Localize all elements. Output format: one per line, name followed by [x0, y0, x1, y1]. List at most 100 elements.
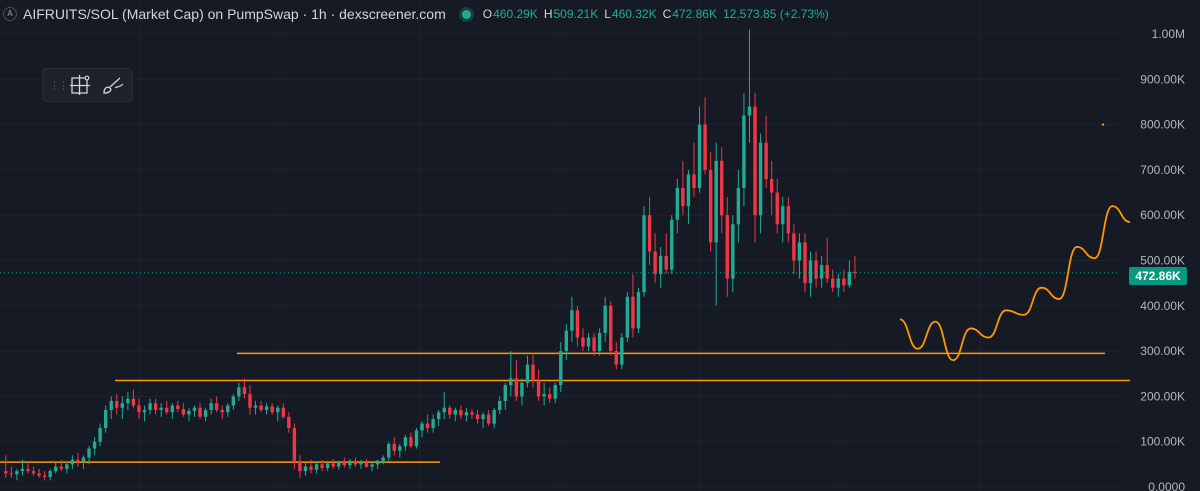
price-axis-label: 900.00K: [1140, 72, 1185, 86]
candle-body: [742, 115, 746, 189]
candle-body: [464, 412, 469, 416]
candle-body: [498, 400, 502, 410]
candle-body: [264, 406, 269, 410]
candle-body: [159, 407, 163, 410]
candle-body: [303, 466, 308, 472]
candle-body: [253, 405, 258, 408]
crosshair-frame-icon[interactable]: [66, 71, 94, 99]
candle-body: [92, 441, 97, 449]
price-axis[interactable]: 1.00M 900.00K 800.00K 700.00K 600.00K 500.00K…: [1140, 27, 1185, 491]
candle-body: [792, 233, 796, 261]
candle-body: [736, 188, 741, 225]
candle-body: [131, 398, 136, 406]
candle-body: [76, 459, 80, 463]
candle-body: [81, 457, 86, 463]
candle-body: [198, 407, 202, 417]
candle-body: [570, 310, 574, 331]
candle-body: [670, 219, 674, 270]
candle-body: [747, 106, 752, 116]
price-axis-label: 700.00K: [1140, 163, 1185, 177]
price-axis-label: 600.00K: [1140, 208, 1185, 222]
candle-body: [170, 405, 174, 413]
candle-body: [842, 278, 846, 286]
candle-body: [165, 407, 169, 413]
candle-body: [459, 409, 463, 416]
candle-body: [392, 443, 396, 451]
candle-body: [276, 407, 280, 413]
candle-body: [242, 387, 247, 395]
price-axis-label: 300.00K: [1140, 344, 1185, 358]
candle-body: [825, 265, 829, 279]
candle-body: [298, 462, 302, 472]
candle-body: [564, 330, 569, 352]
candle-body: [26, 468, 30, 472]
drawing-toolbar: ⋮⋮: [42, 68, 133, 102]
candle-body: [353, 460, 358, 465]
candle-body: [176, 405, 180, 410]
forecast-path[interactable]: [899, 205, 1131, 362]
candle-body: [781, 206, 785, 225]
candle-body: [592, 337, 596, 352]
candle-body: [436, 412, 441, 420]
candle-body: [364, 462, 369, 467]
candle-body: [126, 398, 130, 404]
candle-body: [37, 473, 41, 476]
candle-body: [703, 124, 707, 170]
candle-body: [603, 305, 607, 333]
price-axis-label: 200.00K: [1140, 389, 1185, 403]
candle-body: [708, 169, 713, 243]
candle-body: [642, 215, 646, 293]
chart-title[interactable]: AIFRUITS/SOL (Market Cap) on PumpSwap · …: [23, 6, 446, 22]
candle-body: [697, 124, 702, 189]
candle-body: [59, 466, 63, 469]
candle-body: [187, 410, 191, 415]
chart-grid: [0, 0, 1120, 491]
candle-body: [553, 385, 557, 399]
forecast-layer: [899, 123, 1131, 362]
candle-body: [503, 385, 507, 401]
candle-body: [287, 416, 291, 429]
candle-body: [609, 305, 613, 352]
candle-body: [48, 471, 52, 478]
candle-body: [414, 430, 419, 447]
candle-body: [70, 459, 75, 465]
candle-body: [686, 174, 691, 207]
candle-body: [847, 271, 852, 286]
candle-body: [803, 242, 807, 284]
candle-body: [292, 428, 297, 463]
annotation-dot: [1101, 123, 1105, 126]
grip-icon[interactable]: ⋮⋮: [49, 79, 69, 92]
candle-body: [664, 255, 668, 270]
candle-body: [359, 462, 363, 465]
candle-body: [431, 419, 435, 429]
candle-body: [120, 403, 125, 408]
candle-body: [98, 428, 102, 442]
chart-header: A AIFRUITS/SOL (Market Cap) on PumpSwap …: [0, 0, 1120, 28]
price-axis-label: 1.00M: [1152, 27, 1185, 41]
candle-body: [658, 255, 663, 275]
candle-body: [470, 412, 474, 415]
candle-body: [814, 260, 818, 279]
candle-body: [769, 178, 774, 193]
candle-body: [475, 414, 480, 420]
live-status-icon: [461, 9, 471, 19]
candle-body: [181, 409, 186, 415]
candle-body: [808, 260, 813, 284]
candle-body: [214, 403, 219, 410]
candle-body: [420, 423, 424, 431]
candle-body: [370, 464, 374, 467]
candle-body: [448, 407, 452, 415]
candle-body: [342, 462, 347, 466]
candle-body: [481, 414, 485, 420]
candle-body: [597, 332, 602, 352]
price-axis-label: 800.00K: [1140, 118, 1185, 132]
candle-body: [325, 463, 330, 468]
current-price-tag: 472.86K: [1129, 267, 1187, 285]
candle-body: [453, 409, 458, 415]
candle-body: [209, 403, 213, 410]
ohlc-open: O460.29K: [482, 7, 538, 21]
brush-icon[interactable]: [99, 71, 127, 99]
candle-body: [226, 405, 230, 413]
candle-body: [586, 337, 591, 347]
